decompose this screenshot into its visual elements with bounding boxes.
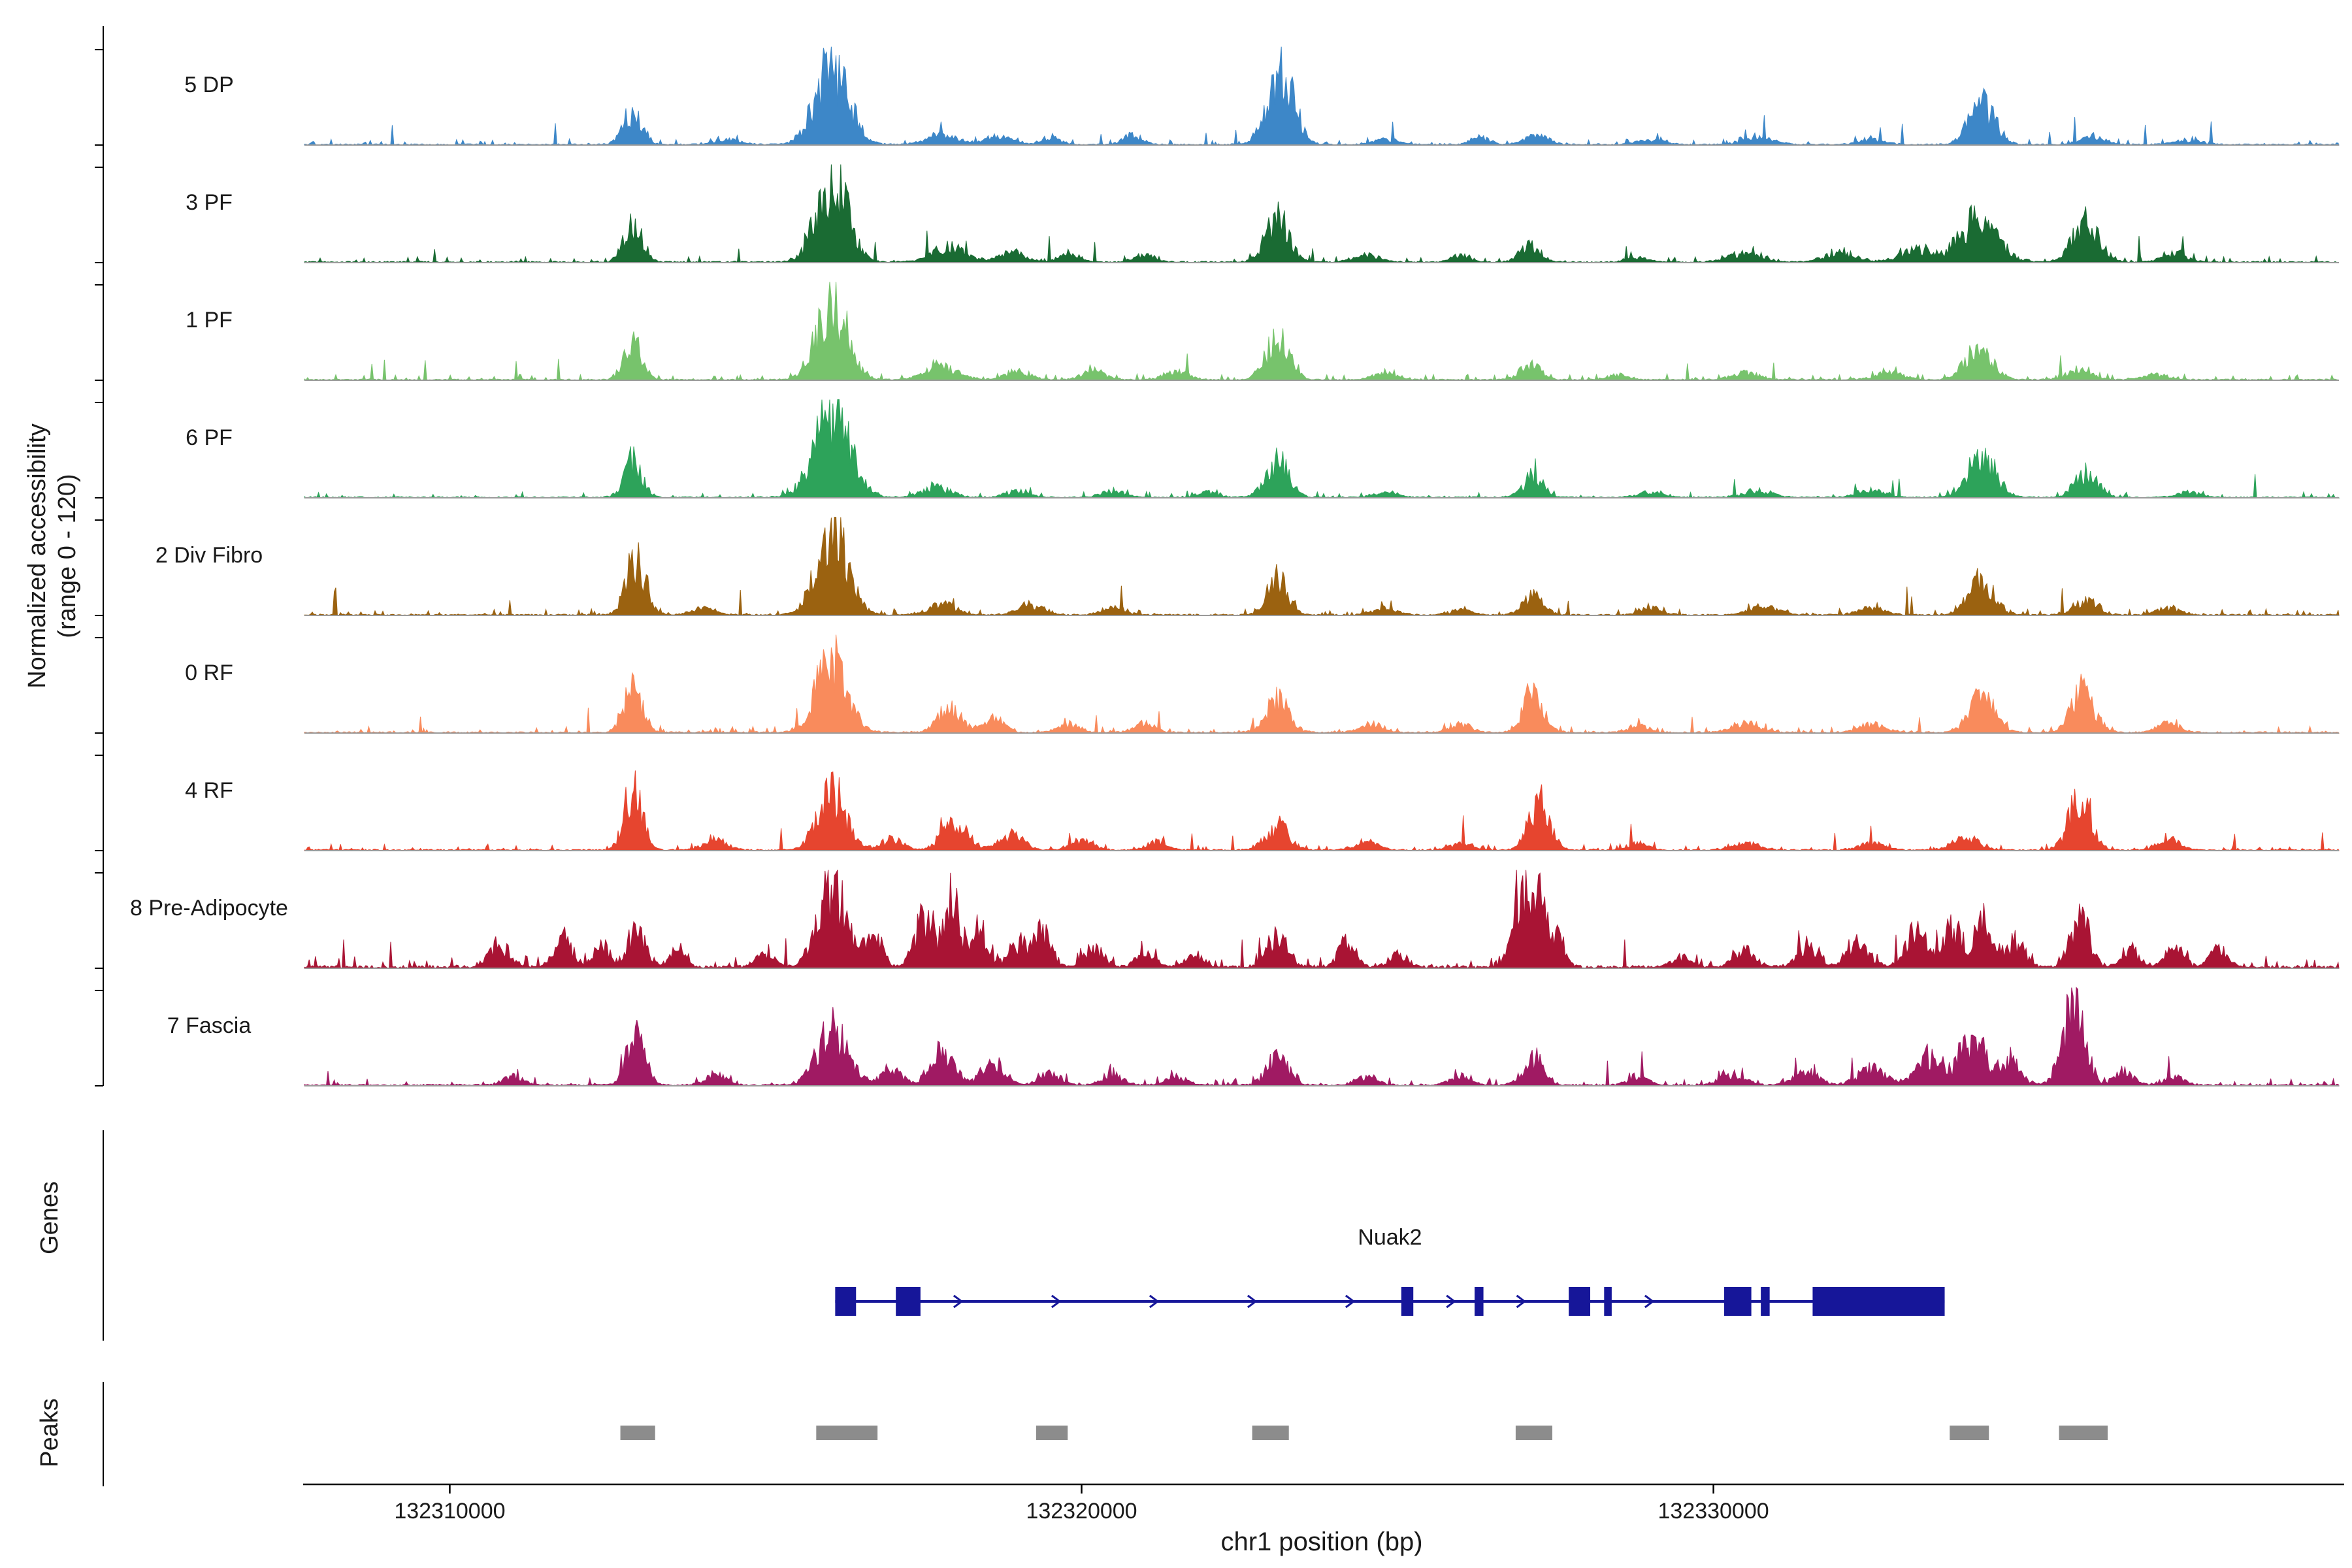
strand-arrow-icon — [1051, 1294, 1062, 1309]
track-label-7-fascia: 7 Fascia — [167, 1013, 252, 1038]
strand-arrow-icon — [953, 1294, 964, 1309]
strand-arrow-icon — [1149, 1294, 1160, 1309]
peak-bar — [1950, 1426, 1989, 1440]
coverage-track-0-rf — [304, 634, 2340, 734]
x-tick-label: 132320000 — [1026, 1499, 1137, 1524]
coverage-track-5-dp — [304, 46, 2340, 146]
peak-bar — [620, 1426, 655, 1440]
peak-bar — [1036, 1426, 1068, 1440]
genes-section-label: Genes — [36, 1181, 63, 1254]
peaks-section-label: Peaks — [36, 1398, 63, 1467]
x-tick-label: 132330000 — [1658, 1499, 1769, 1524]
coverage-track-8-pre-adipocyte — [304, 870, 2340, 969]
gene-exon — [1604, 1287, 1612, 1316]
gene-exon — [896, 1287, 921, 1316]
coverage-track-2-div-fibro — [304, 517, 2340, 616]
gene-exon — [1761, 1287, 1770, 1316]
coverage-track-1-pf — [304, 282, 2340, 381]
gene-model-nuak2: Nuak2 — [835, 1225, 1945, 1316]
strand-arrow-icon — [1516, 1294, 1527, 1309]
y-axis-label-line1: Normalized accessibility — [24, 423, 51, 689]
coverage-track-4-rf — [304, 770, 2340, 851]
peak-bar — [2059, 1426, 2108, 1440]
track-label-3-pf: 3 PF — [186, 190, 233, 215]
peak-bar — [816, 1426, 878, 1440]
x-axis: 132310000 132320000 132330000 — [303, 1483, 2344, 1524]
coverage-track-3-pf — [304, 164, 2340, 263]
coverage-track-7-fascia — [304, 987, 2340, 1086]
strand-arrow-icon — [1644, 1294, 1655, 1309]
strand-arrow-icon — [1247, 1294, 1258, 1309]
peaks-track — [620, 1426, 2108, 1440]
track-label-6-pf: 6 PF — [186, 425, 233, 450]
gene-exon — [835, 1287, 857, 1316]
coverage-track-6-pf — [304, 399, 2340, 498]
track-label-5-dp: 5 DP — [184, 73, 234, 97]
peak-bar — [1252, 1426, 1289, 1440]
gene-exon — [1475, 1287, 1484, 1316]
x-tick-label: 132310000 — [394, 1499, 505, 1524]
gene-exon — [1724, 1287, 1752, 1316]
track-label-0-rf: 0 RF — [185, 661, 233, 685]
track-label-4-rf: 4 RF — [185, 778, 233, 803]
x-axis-label: chr1 position (bp) — [1220, 1527, 1423, 1556]
gene-exon — [1812, 1287, 1945, 1316]
track-label-8-pre-adipocyte: 8 Pre-Adipocyte — [130, 896, 288, 921]
gene-exon — [1401, 1287, 1414, 1316]
strand-arrow-icon — [1345, 1294, 1356, 1309]
track-label-2-div-fibro: 2 Div Fibro — [155, 543, 263, 568]
gene-name-label: Nuak2 — [1358, 1225, 1422, 1250]
strand-arrow-icon — [1446, 1294, 1456, 1309]
gene-exon — [1569, 1287, 1591, 1316]
peak-bar — [1515, 1426, 1552, 1440]
track-label-1-pf: 1 PF — [186, 308, 233, 333]
